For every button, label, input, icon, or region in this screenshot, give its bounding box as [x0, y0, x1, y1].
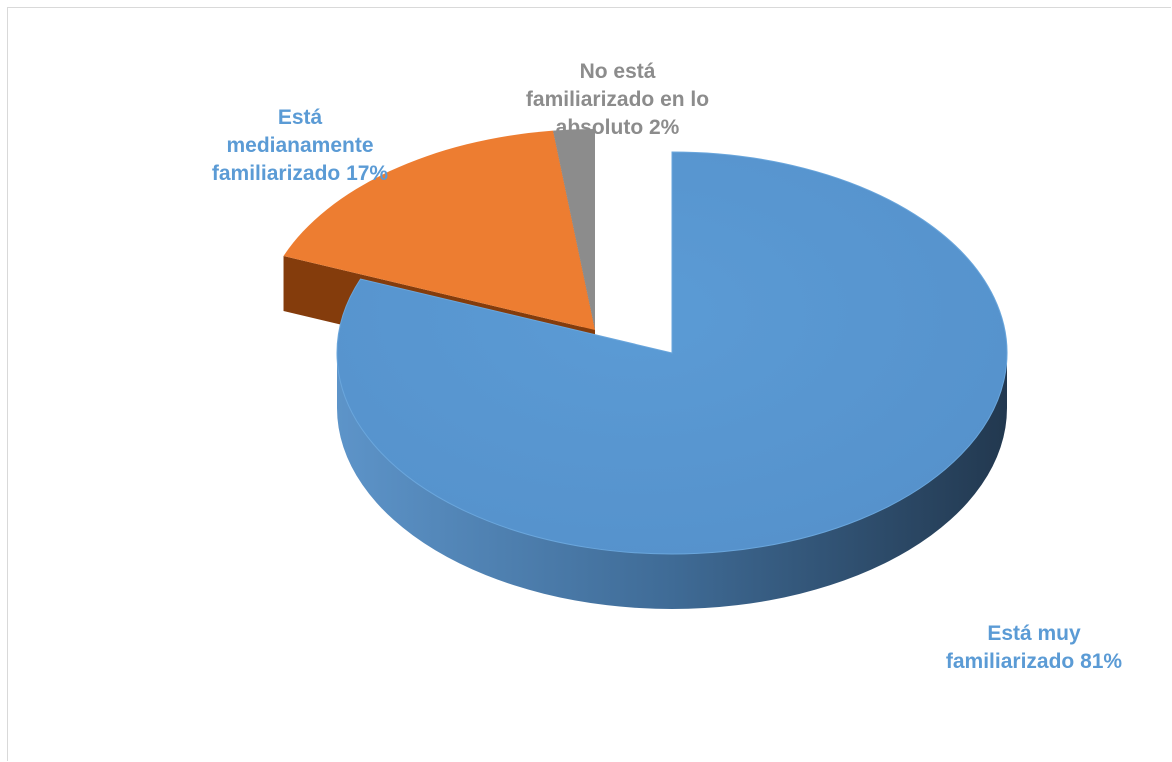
slice-0-side — [337, 353, 1007, 609]
slice-2-top — [553, 128, 595, 330]
slice-label-no-familiarizado: No está familiarizado en lo absoluto 2% — [525, 60, 710, 139]
slice-label-muy-familiarizado: Está muy familiarizado 81% — [945, 622, 1123, 673]
slice-1-top — [283, 130, 595, 330]
slice-0-top — [336, 151, 1008, 555]
slice-label-medianamente-familiarizado: Está medianamente familiarizado 17% — [211, 106, 389, 185]
chart-frame — [7, 7, 1171, 761]
